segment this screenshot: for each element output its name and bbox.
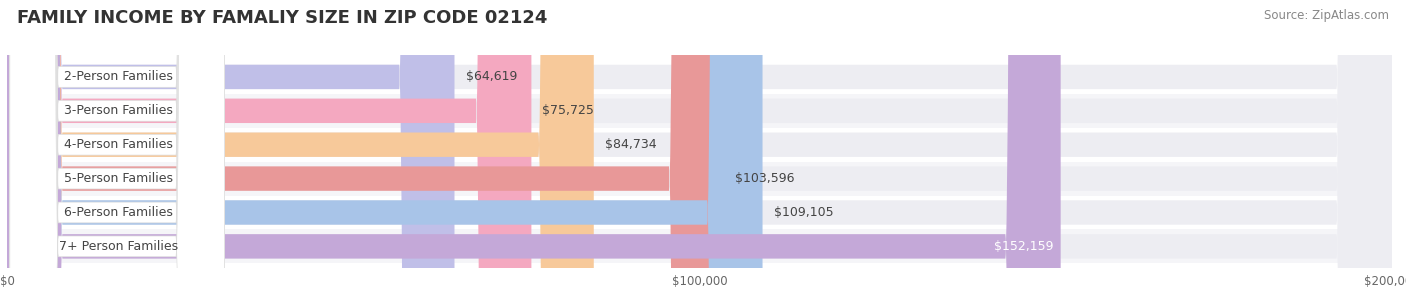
FancyBboxPatch shape — [7, 0, 1392, 305]
Bar — [7, 229, 1392, 263]
FancyBboxPatch shape — [7, 0, 593, 305]
FancyBboxPatch shape — [7, 0, 531, 305]
Text: 2-Person Families: 2-Person Families — [65, 70, 173, 84]
FancyBboxPatch shape — [10, 0, 225, 305]
Text: $84,734: $84,734 — [605, 138, 657, 151]
FancyBboxPatch shape — [7, 0, 1392, 305]
FancyBboxPatch shape — [10, 0, 225, 305]
Text: 5-Person Families: 5-Person Families — [65, 172, 173, 185]
FancyBboxPatch shape — [7, 0, 1392, 305]
Text: 4-Person Families: 4-Person Families — [65, 138, 173, 151]
FancyBboxPatch shape — [7, 0, 1060, 305]
Bar — [7, 128, 1392, 162]
FancyBboxPatch shape — [7, 0, 1392, 305]
Bar — [7, 196, 1392, 229]
FancyBboxPatch shape — [10, 0, 225, 305]
Text: $64,619: $64,619 — [465, 70, 517, 84]
Text: 7+ Person Families: 7+ Person Families — [59, 240, 179, 253]
Text: FAMILY INCOME BY FAMALIY SIZE IN ZIP CODE 02124: FAMILY INCOME BY FAMALIY SIZE IN ZIP COD… — [17, 9, 547, 27]
Text: $152,159: $152,159 — [994, 240, 1053, 253]
FancyBboxPatch shape — [10, 0, 225, 305]
FancyBboxPatch shape — [7, 0, 1392, 305]
FancyBboxPatch shape — [10, 0, 225, 305]
FancyBboxPatch shape — [7, 0, 454, 305]
Bar — [7, 94, 1392, 128]
FancyBboxPatch shape — [7, 0, 1392, 305]
FancyBboxPatch shape — [7, 0, 724, 305]
Text: $109,105: $109,105 — [773, 206, 834, 219]
Text: 6-Person Families: 6-Person Families — [65, 206, 173, 219]
Bar — [7, 60, 1392, 94]
FancyBboxPatch shape — [7, 0, 762, 305]
FancyBboxPatch shape — [10, 0, 225, 305]
Bar — [7, 162, 1392, 196]
Text: $75,725: $75,725 — [543, 104, 595, 117]
Text: 3-Person Families: 3-Person Families — [65, 104, 173, 117]
Text: $103,596: $103,596 — [735, 172, 794, 185]
Text: Source: ZipAtlas.com: Source: ZipAtlas.com — [1264, 9, 1389, 22]
